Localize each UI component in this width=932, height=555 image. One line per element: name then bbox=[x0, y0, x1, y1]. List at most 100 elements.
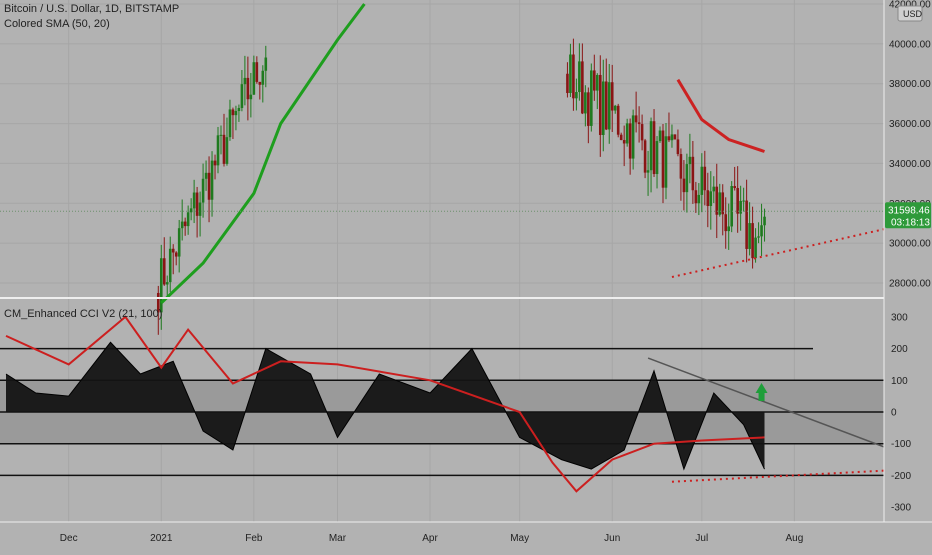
candle-body bbox=[718, 192, 722, 215]
candle-body bbox=[207, 172, 211, 200]
candle-body bbox=[655, 141, 659, 175]
symbol-legend[interactable]: Bitcoin / U.S. Dollar, 1D, BITSTAMP bbox=[4, 3, 180, 15]
candle-body bbox=[607, 82, 611, 130]
currency-badge bbox=[897, 5, 923, 22]
candle-body bbox=[601, 81, 605, 135]
candle-body bbox=[676, 139, 680, 155]
candle-body bbox=[709, 191, 713, 207]
cci-legend[interactable]: CM_Enhanced CCI V2 (21, 100) bbox=[4, 308, 163, 320]
candle-body bbox=[595, 74, 599, 91]
candle-body bbox=[616, 105, 620, 135]
candle-body bbox=[168, 248, 172, 283]
price-tick-label: 36000.00 bbox=[889, 119, 931, 130]
time-axis-background bbox=[0, 522, 932, 550]
price-tag-countdown: 03:18:13 bbox=[891, 217, 930, 228]
candle-body bbox=[703, 166, 707, 191]
candle-body bbox=[646, 170, 650, 173]
candle-body bbox=[598, 74, 602, 135]
candle-body bbox=[763, 216, 766, 226]
candle-body bbox=[628, 123, 632, 159]
time-tick-label: 2021 bbox=[150, 533, 173, 544]
candle-body bbox=[171, 248, 175, 253]
price-tick-label: 42000.00 bbox=[889, 0, 931, 11]
candle-body bbox=[649, 121, 653, 171]
candle-body bbox=[739, 200, 742, 214]
candle-body bbox=[261, 70, 265, 85]
candle-body bbox=[712, 186, 716, 192]
candle-body bbox=[243, 77, 247, 85]
cci-tick-label: -300 bbox=[891, 503, 911, 514]
candle-body bbox=[216, 135, 220, 166]
cci-tick-label: 0 bbox=[891, 408, 897, 419]
cci-tick-label: 200 bbox=[891, 344, 908, 355]
time-tick-label: Mar bbox=[329, 533, 347, 544]
candle-body bbox=[590, 70, 593, 126]
price-tick-label: 34000.00 bbox=[889, 159, 931, 170]
candle-body bbox=[222, 134, 226, 164]
buy-arrow-icon bbox=[755, 382, 768, 401]
cci-line bbox=[5, 341, 765, 471]
indicator-legend[interactable]: Colored SMA (50, 20) bbox=[4, 18, 110, 30]
candle-body bbox=[625, 123, 629, 144]
candle-body bbox=[658, 130, 662, 142]
candle-body bbox=[572, 54, 575, 99]
candle-body bbox=[204, 172, 208, 179]
cci-tick-label: -100 bbox=[891, 439, 911, 450]
candle-body bbox=[727, 226, 731, 232]
candle-body bbox=[165, 282, 169, 285]
candle-body bbox=[249, 94, 253, 100]
candle-body bbox=[706, 190, 710, 207]
candle-body bbox=[679, 154, 683, 179]
candle-body bbox=[733, 186, 736, 189]
price-tick-label: 28000.00 bbox=[889, 279, 931, 290]
cci-tick-label: -200 bbox=[891, 471, 911, 482]
candle-body bbox=[667, 136, 671, 141]
candle-body bbox=[180, 221, 184, 229]
candle-body bbox=[748, 223, 751, 249]
price-support-trendline bbox=[671, 228, 885, 278]
candle-body bbox=[700, 166, 704, 195]
candle-body bbox=[192, 192, 196, 209]
candle-body bbox=[715, 186, 719, 215]
candle-body bbox=[664, 136, 668, 188]
candle-body bbox=[264, 57, 268, 71]
candle-body bbox=[177, 228, 181, 257]
candle-body bbox=[682, 178, 686, 193]
candle-body bbox=[159, 258, 163, 313]
candle-body bbox=[198, 202, 202, 216]
candle-body bbox=[156, 292, 160, 313]
candle-body bbox=[751, 223, 754, 259]
candle-body bbox=[757, 236, 760, 238]
price-tick-label: 30000.00 bbox=[889, 239, 931, 250]
candle-body bbox=[186, 212, 190, 227]
candle-body bbox=[566, 73, 569, 94]
candle-body bbox=[631, 115, 635, 159]
time-tick-label: Aug bbox=[786, 533, 804, 544]
time-tick-label: Feb bbox=[245, 533, 263, 544]
candle-body bbox=[219, 134, 223, 136]
currency-badge-label: USD bbox=[903, 9, 923, 19]
candle-body bbox=[622, 140, 626, 144]
candle-body bbox=[201, 178, 205, 203]
cci-signal-line bbox=[5, 315, 765, 493]
candle-body bbox=[234, 111, 238, 116]
candle-body bbox=[231, 109, 235, 116]
price-tick-label: 40000.00 bbox=[889, 39, 931, 50]
price-tag bbox=[885, 202, 931, 229]
candle-body bbox=[584, 92, 587, 114]
candle-body bbox=[691, 156, 695, 191]
time-tick-label: May bbox=[510, 533, 529, 544]
candle-body bbox=[685, 164, 689, 193]
candle-body bbox=[587, 92, 590, 126]
cci-resistance-trendline bbox=[647, 357, 885, 448]
candle-body bbox=[240, 84, 244, 108]
candle-body bbox=[162, 258, 166, 285]
candle-body bbox=[661, 130, 665, 188]
candle-body bbox=[634, 115, 638, 123]
candle-body bbox=[581, 61, 584, 114]
candle-body bbox=[604, 81, 608, 130]
candle-body bbox=[694, 190, 698, 204]
